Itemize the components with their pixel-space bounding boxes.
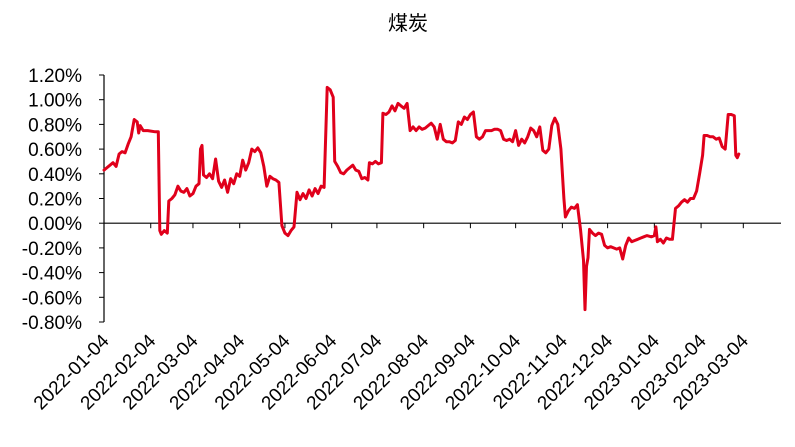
series-line [102,85,741,312]
y-tick-label: 0.60% [28,140,82,161]
y-tick-label: 0.00% [28,214,82,235]
x-axis: 2022-01-042022-02-042022-03-042022-04-04… [30,222,781,414]
y-tick-label: -0.80% [22,313,82,334]
y-tick-label: -0.60% [22,288,82,309]
y-tick-label: 0.40% [28,165,82,186]
y-tick-label: -0.40% [22,264,82,285]
y-tick-label: -0.20% [22,239,82,260]
y-tick-label: 1.20% [28,66,82,87]
y-tick-label: 1.00% [28,91,82,112]
y-axis: 1.20% 1.00% 0.80% 0.60% 0.40% 0.20% 0.00% -0.20… [22,66,105,334]
series-layer [102,85,741,312]
chart-title: 煤炭 [388,12,428,35]
y-tick-label: 0.20% [28,190,82,211]
y-tick-label: 0.80% [28,115,82,136]
